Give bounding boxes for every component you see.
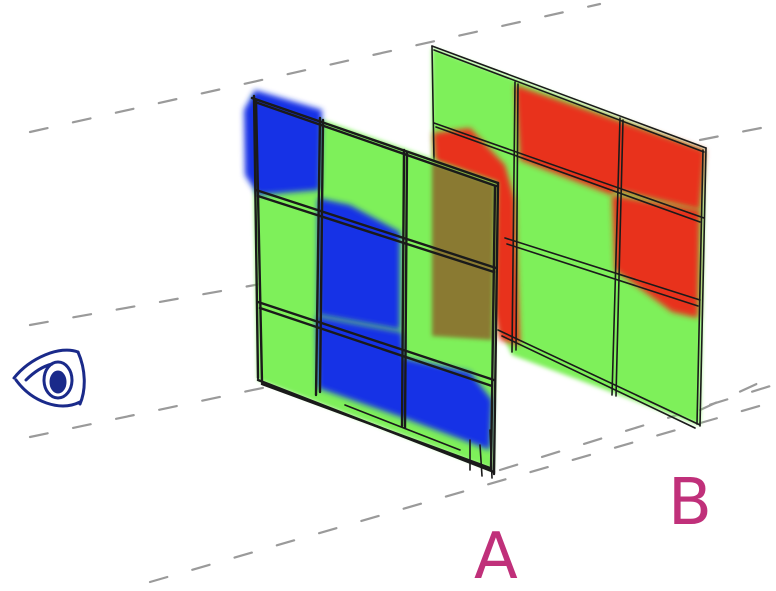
eye-icon bbox=[12, 348, 86, 408]
plane-labels: A B bbox=[474, 466, 712, 591]
plane-b bbox=[431, 45, 707, 429]
plane-a-overlap-cell bbox=[432, 162, 495, 340]
plane-b-red-top bbox=[515, 85, 705, 210]
plane-a bbox=[244, 90, 500, 479]
plane-b-red-right bbox=[612, 195, 700, 318]
perspective-guides bbox=[28, 2, 776, 584]
label-plane-b: B bbox=[668, 466, 712, 540]
label-plane-a: A bbox=[474, 520, 518, 591]
plane-a-blue-bottom bbox=[316, 316, 492, 450]
